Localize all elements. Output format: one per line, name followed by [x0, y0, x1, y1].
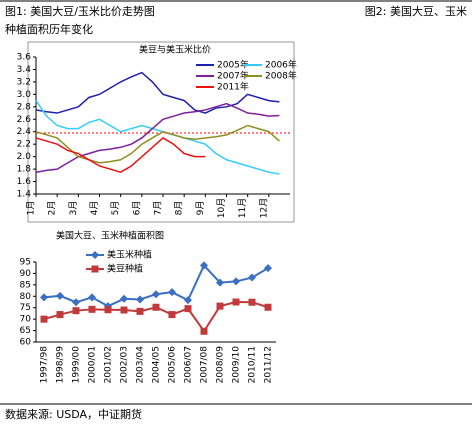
- y-tick-label: 80: [20, 292, 32, 302]
- y-tick-label: 3.2: [17, 77, 31, 87]
- x-tick-label: 2005/06: [168, 346, 178, 384]
- x-tick-label: 2000/01: [88, 346, 98, 383]
- x-tick-label: 10月: [216, 198, 227, 218]
- y-tick-label: 2.8: [17, 102, 32, 112]
- y-tick-label: 1.4: [17, 190, 32, 200]
- y-tick-label: 3.6: [17, 53, 32, 63]
- series-line: [35, 137, 206, 174]
- x-tick-label: 1998/99: [56, 346, 66, 384]
- x-tick-label: 2004/05: [152, 346, 162, 383]
- x-tick-label: 1999/00: [72, 346, 82, 384]
- chart-title: 美豆与美玉米比价: [139, 44, 211, 56]
- legend-label: 2008年: [265, 70, 297, 82]
- y-tick-label: 2.0: [17, 152, 32, 162]
- y-tick-label: 70: [20, 315, 32, 325]
- y-tick-label: 75: [20, 303, 31, 313]
- marker: [200, 261, 208, 270]
- x-tick-label: 2月: [47, 201, 58, 216]
- x-tick-label: 7月: [153, 201, 164, 216]
- x-tick-label: 2008/09: [216, 346, 226, 384]
- x-tick-label: 2006/07: [184, 346, 194, 383]
- marker: [152, 303, 160, 311]
- marker: [168, 311, 176, 319]
- legend-label: 美玉米种植: [107, 249, 152, 261]
- x-tick-label: 2009/10: [232, 346, 242, 384]
- marker: [248, 298, 256, 306]
- header-right: 图2: 美国大豆、玉米: [365, 4, 467, 18]
- marker: [264, 303, 272, 311]
- x-tick-label: 6月: [131, 201, 142, 216]
- header-right-line2: 种植面积历年变化: [5, 22, 93, 36]
- chart-title: 美国大豆、玉米种植面积图: [56, 230, 164, 242]
- marker: [136, 295, 144, 304]
- marker: [88, 305, 96, 313]
- marker: [40, 293, 48, 302]
- legend-label: 美豆种植: [107, 263, 143, 275]
- x-tick-label: 2010/11: [248, 346, 258, 383]
- marker: [216, 278, 224, 287]
- y-tick-label: 65: [20, 326, 31, 336]
- marker: [120, 294, 128, 303]
- y-tick-label: 3.4: [17, 65, 32, 75]
- marker: [104, 306, 112, 314]
- marker: [184, 305, 192, 313]
- legend-label: 2005年: [217, 59, 249, 71]
- marker: [88, 293, 96, 302]
- y-tick-label: 60: [20, 338, 32, 348]
- y-tick-label: 95: [20, 258, 31, 268]
- marker: [72, 298, 80, 307]
- x-tick-label: 11月: [237, 198, 248, 218]
- x-tick-label: 2002/03: [120, 346, 130, 383]
- legend-marker: [91, 265, 99, 273]
- x-tick-label: 2003/04: [136, 346, 146, 384]
- y-tick-label: 85: [20, 280, 31, 290]
- marker: [56, 311, 64, 319]
- x-tick-label: 8月: [174, 201, 185, 216]
- y-tick-label: 1.6: [17, 177, 32, 187]
- series-line: [35, 71, 280, 114]
- marker: [232, 277, 240, 286]
- source: 数据来源: USDA，中证期货: [5, 407, 142, 421]
- y-tick-label: 2.2: [17, 140, 31, 150]
- marker: [232, 298, 240, 306]
- x-tick-label: 4月: [89, 201, 100, 216]
- y-tick-label: 3.0: [17, 90, 32, 100]
- marker: [248, 273, 256, 282]
- x-tick-label: 2007/08: [200, 346, 210, 384]
- marker: [184, 296, 192, 305]
- x-tick-label: 2001/02: [104, 346, 114, 383]
- x-tick-label: 12月: [258, 198, 269, 218]
- chart-frame: [27, 41, 295, 223]
- legend-marker: [91, 251, 99, 259]
- y-tick-label: 1.8: [17, 165, 32, 175]
- legend-label: 2006年: [265, 59, 297, 71]
- y-tick-label: 2.4: [17, 127, 32, 137]
- marker: [136, 307, 144, 315]
- marker: [168, 288, 176, 297]
- x-tick-label: 1月: [26, 201, 37, 216]
- marker: [56, 291, 64, 300]
- legend-label: 2007年: [217, 70, 249, 82]
- marker: [120, 306, 128, 314]
- marker: [200, 327, 208, 335]
- x-tick-label: 2011/12: [264, 346, 274, 383]
- marker: [40, 315, 48, 323]
- marker: [72, 307, 80, 315]
- series-line: [35, 124, 280, 164]
- marker: [152, 290, 160, 299]
- x-tick-label: 5月: [110, 201, 121, 216]
- x-tick-label: 9月: [195, 201, 206, 216]
- y-tick-label: 2.6: [17, 115, 32, 125]
- x-tick-label: 1997/98: [40, 346, 50, 384]
- y-tick-label: 90: [20, 269, 32, 279]
- marker: [264, 264, 272, 273]
- series-line: [35, 100, 280, 175]
- marker: [216, 302, 224, 310]
- series-line: [35, 102, 280, 173]
- legend-label: 2011年: [217, 81, 249, 93]
- header-left: 图1: 美国大豆/玉米比价走势图: [5, 4, 155, 18]
- x-tick-label: 3月: [68, 201, 79, 216]
